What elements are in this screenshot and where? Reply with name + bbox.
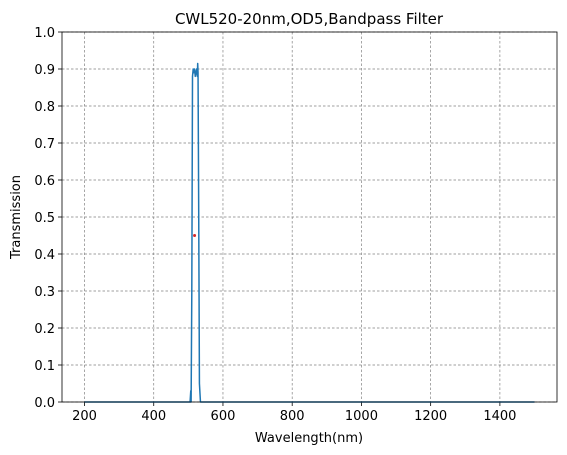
x-tick-label: 1400 xyxy=(483,409,516,424)
data-line xyxy=(84,62,535,403)
x-tick-label: 600 xyxy=(211,409,236,424)
y-tick-label: 0.5 xyxy=(34,211,55,226)
y-tick-label: 0.9 xyxy=(34,63,55,78)
y-tick-label: 1.0 xyxy=(34,26,55,41)
y-tick-label: 0.7 xyxy=(34,137,55,152)
y-axis-label: Transmission xyxy=(9,175,24,260)
y-tick-label: 0.6 xyxy=(34,174,55,189)
chart-title: CWL520-20nm,OD5,Bandpass Filter xyxy=(175,10,444,28)
x-axis-label: Wavelength(nm) xyxy=(255,431,363,446)
plot-frame xyxy=(61,31,558,403)
y-tick-label: 0.8 xyxy=(34,100,55,115)
x-tick-label: 800 xyxy=(280,409,305,424)
y-tick-label: 0.4 xyxy=(34,248,55,263)
x-tick-label: 1200 xyxy=(414,409,447,424)
y-tick-label: 0.3 xyxy=(34,285,55,300)
x-tick-label: 400 xyxy=(141,409,166,424)
data-point xyxy=(193,234,197,237)
y-tick-label: 0.0 xyxy=(34,396,55,411)
x-tick-label: 1000 xyxy=(345,409,378,424)
y-tick-label: 0.1 xyxy=(34,359,55,374)
x-tick-label: 200 xyxy=(72,409,97,424)
y-tick-label: 0.2 xyxy=(34,322,55,337)
